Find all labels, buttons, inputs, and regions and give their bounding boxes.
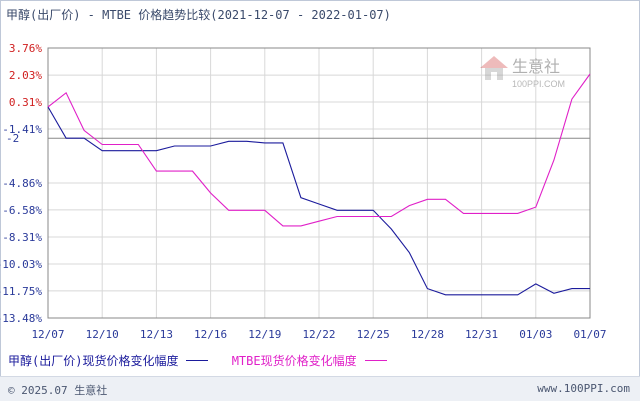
series-line-mtbe (47, 73, 591, 227)
y-tick-label: -13.48% (0, 312, 42, 325)
legend-label-mtbe: MTBE现货价格变化幅度 (231, 354, 357, 368)
reference-line-label: -2 (6, 132, 19, 145)
x-tick-label: 12/13 (140, 328, 173, 341)
y-tick-label: -6.58% (2, 204, 42, 217)
x-tick-label: 12/31 (465, 328, 498, 341)
x-tick-label: 12/10 (86, 328, 119, 341)
y-tick-label: -4.86% (2, 177, 42, 190)
y-tick-label: 3.76% (9, 42, 42, 55)
y-axis-ticks: 3.76% 2.03% 0.31% -1.41% -4.86% -6.58% -8.31% -… (0, 42, 42, 325)
x-axis-ticks: 12/07 12/10 12/13 12/16 12/19 12/22 12/25 12/28… (31, 328, 606, 341)
x-tick-label: 12/16 (194, 328, 227, 341)
x-tick-label: 12/25 (357, 328, 390, 341)
legend-item-mtbe: MTBE现货价格变化幅度 (232, 352, 387, 369)
legend-label-methanol: 甲醇(出厂价)现货价格变化幅度 (8, 354, 179, 368)
y-tick-label: -8.31% (2, 231, 42, 244)
legend-swatch-methanol (186, 360, 209, 361)
chart-title: 甲醇(出厂价) - MTBE 价格趋势比较(2021-12-07 - 2022-… (6, 8, 391, 22)
legend: 甲醇(出厂价)现货价格变化幅度 MTBE现货价格变化幅度 (8, 352, 403, 369)
series-line-methanol (47, 106, 590, 296)
x-tick-label: 12/22 (302, 328, 335, 341)
y-tick-label: 2.03% (9, 69, 42, 82)
legend-swatch-mtbe (364, 360, 387, 361)
series-lines (47, 73, 591, 296)
y-tick-label: -1.41% (2, 123, 42, 136)
grid (47, 47, 591, 319)
watermark-url: 100PPI.COM (512, 79, 565, 89)
watermark-name: 生意社 (512, 57, 560, 76)
watermark-logo: 生意社 100PPI.COM (480, 54, 580, 98)
y-tick-label: -11.75% (0, 285, 42, 298)
footer-url: www.100PPI.com (537, 382, 630, 395)
footer: © 2025.07 生意社 www.100PPI.com (0, 376, 640, 401)
x-tick-label: 12/07 (31, 328, 64, 341)
reference-line-group: -2 (6, 132, 590, 145)
x-tick-label: 01/03 (519, 328, 552, 341)
x-tick-label: 12/19 (248, 328, 281, 341)
x-tick-label: 12/28 (411, 328, 444, 341)
plot-area (47, 47, 591, 319)
y-tick-label: 0.31% (9, 96, 42, 109)
legend-item-methanol: 甲醇(出厂价)现货价格变化幅度 (8, 352, 209, 369)
y-tick-label: -10.03% (0, 258, 42, 271)
x-tick-label: 01/07 (573, 328, 606, 341)
footer-copyright: © 2025.07 生意社 (8, 384, 108, 397)
